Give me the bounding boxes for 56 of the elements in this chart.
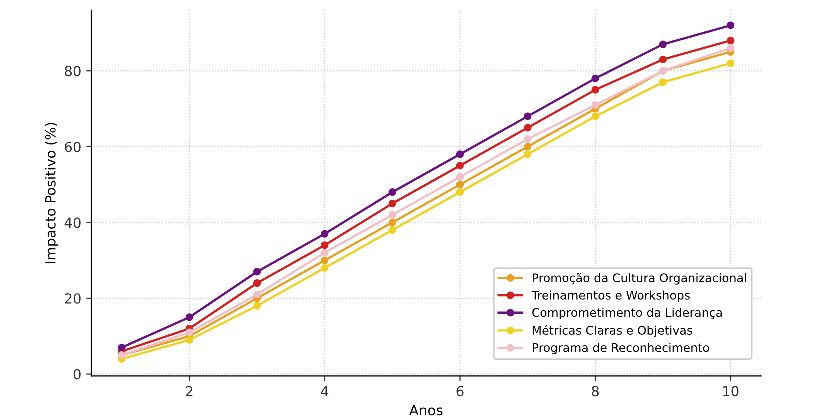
legend-label: Comprometimento da Liderança [532,308,722,320]
point [456,173,464,182]
point [388,218,396,227]
point [253,280,262,288]
point [321,230,329,238]
point [524,135,532,144]
point [186,328,194,336]
y-axis-title: Impacto Positivo (%) [45,123,59,264]
point [727,36,735,45]
x-tick-label: 8 [592,386,599,397]
point [456,180,464,189]
point [456,162,464,170]
point [321,264,329,272]
legend-label: Programa de Reconhecimento [533,343,710,355]
point [253,268,262,276]
x-tick-label: 2 [186,386,193,396]
point [321,242,329,250]
point [321,249,329,257]
point [592,86,600,94]
point [388,226,396,234]
point [659,56,668,64]
point [388,200,396,208]
point [727,22,735,30]
point [253,290,262,299]
y-tick-label: 20 [65,293,81,304]
x-tick-label: 6 [456,386,464,397]
x-tick-label: 4 [321,386,329,396]
x-tick-label: 10 [724,386,739,397]
point [524,150,532,158]
y-tick-label: 40 [64,218,81,228]
point [727,44,735,52]
point [659,40,668,48]
legend-label: Métricas Claras e Objetivas [533,325,693,338]
point [118,344,126,352]
point [186,314,194,322]
point [186,336,194,344]
point [592,74,600,82]
point [388,211,396,219]
point [659,78,668,86]
point [524,124,532,132]
y-tick-label: 80 [65,66,81,77]
point [592,101,600,110]
point [456,150,464,158]
x-axis-title: Anos [409,405,443,416]
point [524,112,532,120]
point [321,256,329,264]
point [592,112,600,120]
point [388,188,396,196]
y-tick-label: 60 [65,142,81,152]
legend-label: Promoção da Cultura Organizacional [533,273,746,285]
point [727,60,735,68]
y-tick-label: 0 [74,369,81,380]
point [456,188,464,196]
legend-label: Treinamentos e Workshops [532,290,690,302]
point [253,302,262,310]
point [524,143,532,151]
